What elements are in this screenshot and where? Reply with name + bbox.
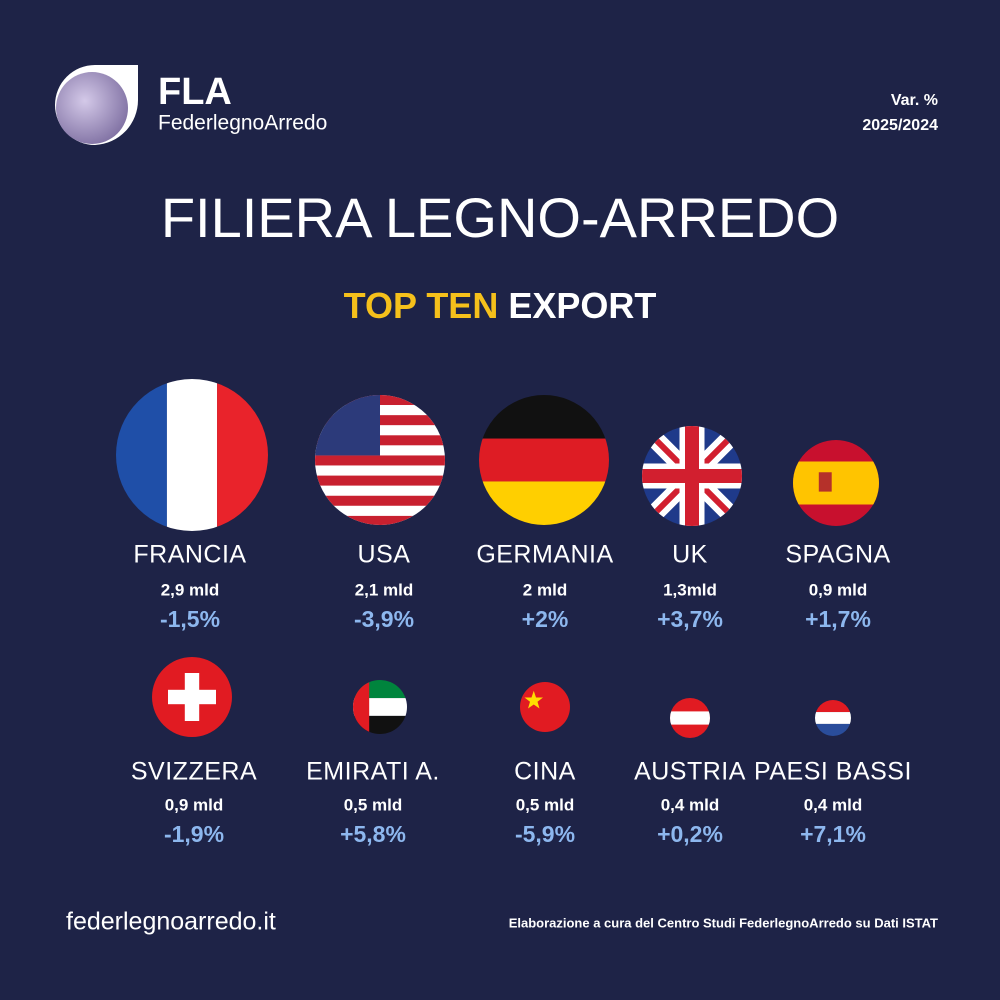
export-value: 2,9 mld bbox=[161, 580, 220, 599]
flag-part bbox=[818, 472, 832, 492]
flag-spain bbox=[793, 440, 879, 526]
flag-part bbox=[670, 711, 710, 725]
export-value: 1,3mld bbox=[663, 580, 717, 599]
flag-part bbox=[315, 495, 445, 506]
flag-part bbox=[815, 700, 851, 736]
change: -5,9% bbox=[515, 821, 575, 847]
flag-part bbox=[670, 698, 710, 738]
change: -1,9% bbox=[164, 821, 224, 847]
country-name: FRANCIA bbox=[133, 541, 246, 569]
brand-name: FederlegnoArredo bbox=[158, 112, 327, 135]
export-value: 0,5 mld bbox=[344, 795, 403, 814]
country-name: PAESI BASSI bbox=[754, 758, 912, 786]
flag-part bbox=[315, 475, 445, 486]
flag-part bbox=[520, 682, 570, 732]
flag-part bbox=[168, 689, 216, 705]
change: +2% bbox=[522, 606, 569, 632]
flag-part bbox=[315, 515, 445, 526]
flag-part bbox=[479, 438, 609, 482]
flag-switzerland bbox=[152, 657, 232, 737]
country-name: USA bbox=[358, 541, 411, 569]
subtitle-highlight: TOP TEN bbox=[344, 285, 499, 326]
country-name: EMIRATI A. bbox=[306, 758, 440, 786]
change: +0,2% bbox=[657, 821, 723, 847]
export-value: 2,1 mld bbox=[355, 580, 414, 599]
flag-part bbox=[815, 723, 851, 736]
flag-part bbox=[56, 72, 128, 144]
subtitle: TOP TEN EXPORT bbox=[344, 285, 657, 326]
export-value: 0,9 mld bbox=[809, 580, 868, 599]
flag-part bbox=[116, 379, 268, 531]
flag-part bbox=[793, 461, 879, 505]
change: +3,7% bbox=[657, 606, 723, 632]
website: federlegnoarredo.it bbox=[66, 908, 276, 936]
export-value: 0,4 mld bbox=[661, 795, 720, 814]
country-name: AUSTRIA bbox=[634, 758, 746, 786]
flag-part bbox=[815, 700, 851, 713]
country-name: GERMANIA bbox=[476, 541, 613, 569]
flag-france bbox=[116, 379, 268, 531]
flag-part bbox=[353, 680, 407, 734]
flag-germany bbox=[479, 395, 609, 525]
country-name: UK bbox=[672, 541, 708, 569]
country-name: SVIZZERA bbox=[131, 758, 257, 786]
change: +5,8% bbox=[340, 821, 406, 847]
logo bbox=[55, 65, 139, 145]
flag-part bbox=[815, 712, 851, 724]
flag-part bbox=[642, 426, 742, 526]
flag-part bbox=[315, 455, 445, 466]
change: -3,9% bbox=[354, 606, 414, 632]
subtitle-rest: EXPORT bbox=[508, 285, 656, 326]
flag-china bbox=[520, 682, 570, 732]
country-name: SPAGNA bbox=[785, 541, 890, 569]
flag-part bbox=[793, 440, 879, 526]
flag-part bbox=[642, 426, 742, 526]
export-value: 2 mld bbox=[523, 580, 567, 599]
change: -1,5% bbox=[160, 606, 220, 632]
title: FILIERA LEGNO-ARREDO bbox=[161, 186, 839, 249]
flag-part bbox=[315, 395, 445, 526]
flag-netherlands bbox=[815, 700, 851, 736]
flag-uae bbox=[353, 680, 407, 734]
period: 2025/2024 bbox=[862, 117, 938, 134]
change: +1,7% bbox=[805, 606, 871, 632]
export-value: 0,4 mld bbox=[804, 795, 863, 814]
flag-part bbox=[479, 395, 609, 525]
logo-text: FLA bbox=[158, 71, 232, 113]
export-value: 0,5 mld bbox=[516, 795, 575, 814]
export-value: 0,9 mld bbox=[165, 795, 224, 814]
flag-usa bbox=[315, 395, 445, 526]
flag-part bbox=[152, 657, 232, 737]
flag-part bbox=[166, 379, 218, 531]
change: +7,1% bbox=[800, 821, 866, 847]
country-name: CINA bbox=[514, 758, 576, 786]
flag-uk bbox=[642, 426, 742, 526]
flag-part bbox=[353, 680, 370, 734]
source-note: Elaborazione a cura del Centro Studi Fed… bbox=[509, 915, 938, 930]
flag-part bbox=[520, 682, 570, 732]
flag-austria bbox=[670, 698, 710, 738]
var-label: Var. % bbox=[891, 92, 938, 109]
flag-part bbox=[524, 690, 543, 709]
